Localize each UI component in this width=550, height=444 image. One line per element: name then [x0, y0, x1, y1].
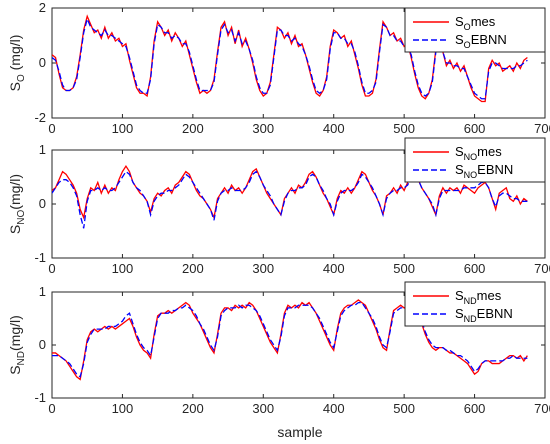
legend-label-mes: SNOmes: [455, 144, 502, 162]
legend-box: [404, 137, 546, 183]
x-tick-label: 100: [112, 121, 134, 136]
y-tick-label: 0: [39, 55, 46, 70]
y-tick-label: 0: [39, 196, 46, 211]
x-tick-label: 600: [464, 401, 486, 416]
series-line-ebnn: [52, 16, 528, 100]
y-axis-label: SNO(mg/l): [7, 174, 27, 234]
legend-box: [404, 7, 546, 53]
x-tick-label: 600: [464, 261, 486, 276]
x-tick-label: 0: [48, 261, 55, 276]
x-tick-label: 500: [393, 401, 415, 416]
x-tick-label: 200: [182, 401, 204, 416]
x-tick-label: 600: [464, 121, 486, 136]
x-tick-label: 700: [534, 401, 550, 416]
x-tick-label: 400: [323, 401, 345, 416]
legend-label-ebnn: SOEBNN: [455, 32, 507, 50]
x-tick-label: 700: [534, 261, 550, 276]
legend-label-mes: SOmes: [455, 14, 496, 32]
series-line-ebnn: [52, 301, 528, 378]
x-tick-label: 300: [252, 401, 274, 416]
x-tick-label: 500: [393, 261, 415, 276]
subplot-3: 0100200300400500600700-101SND(mg/l)SNDme…: [7, 281, 550, 416]
legend-label-mes: SNDmes: [455, 288, 502, 306]
y-tick-label: 2: [39, 0, 46, 15]
x-tick-label: 200: [182, 121, 204, 136]
legend-label-ebnn: SNOEBNN: [455, 162, 513, 180]
y-tick-label: 1: [39, 142, 46, 157]
x-tick-label: 100: [112, 261, 134, 276]
y-tick-label: 1: [39, 284, 46, 299]
x-tick-label: 500: [393, 121, 415, 136]
x-tick-label: 100: [112, 401, 134, 416]
x-axis-label: sample: [277, 424, 322, 440]
y-axis-label: SND(mg/l): [7, 315, 27, 375]
legend-box: [404, 281, 546, 327]
x-tick-label: 400: [323, 121, 345, 136]
x-tick-label: 400: [323, 261, 345, 276]
subplot-2: 0100200300400500600700-101SNO(mg/l)SNOme…: [7, 137, 550, 276]
x-tick-label: 700: [534, 121, 550, 136]
x-tick-label: 200: [182, 261, 204, 276]
y-tick-label: -2: [34, 110, 46, 125]
series-line-ebnn: [52, 170, 528, 229]
x-tick-label: 300: [252, 261, 274, 276]
x-tick-label: 300: [252, 121, 274, 136]
x-tick-label: 0: [48, 121, 55, 136]
x-tick-label: 0: [48, 401, 55, 416]
y-axis-label: SO (mg/l): [7, 35, 27, 92]
y-tick-label: -1: [34, 390, 46, 405]
y-tick-label: 0: [39, 337, 46, 352]
y-tick-label: -1: [34, 250, 46, 265]
legend-label-ebnn: SNDEBNN: [455, 306, 513, 324]
series-line-mes: [52, 299, 528, 381]
